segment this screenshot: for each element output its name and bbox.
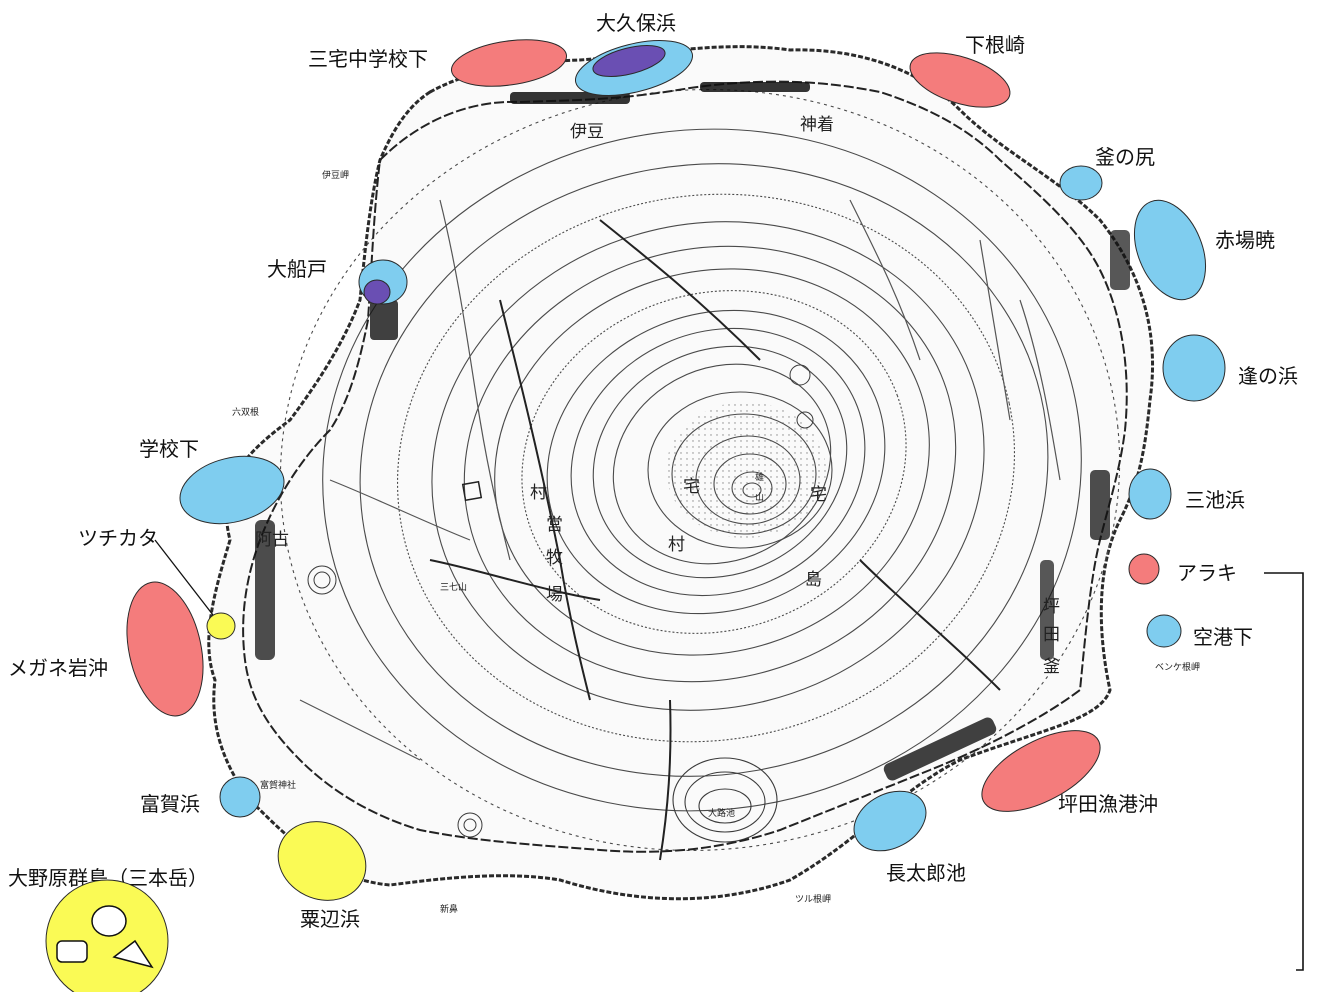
map-text: 島 [805, 570, 822, 590]
label-akabakkyo: 赤場暁 [1215, 228, 1275, 252]
label-megane: メガネ岩沖 [8, 656, 108, 680]
spot-labels: 大久保浜 三宅中学校下 下根崎 釜の尻 赤場暁 大船戸 逢の浜 学校下 三池浜 … [8, 11, 1298, 931]
spot-ainohama[interactable] [1162, 334, 1226, 402]
spot-gakkoshita[interactable] [173, 446, 291, 534]
spot-awabehama[interactable] [265, 808, 379, 915]
label-tsuchikata: ツチカタ [78, 526, 158, 550]
label-ofunato: 大船戸 [267, 257, 327, 281]
spot-akabakkyo[interactable] [1121, 190, 1219, 310]
map-text: 阿古 [255, 530, 289, 550]
label-araki: アラキ [1177, 561, 1237, 585]
label-kukoshita: 空港下 [1193, 625, 1253, 649]
map-text: 村 [530, 483, 547, 503]
spot-tsuchikata[interactable] [206, 612, 236, 640]
spot-markers [116, 33, 1226, 915]
map-text: ベンケ根岬 [1155, 661, 1200, 673]
spot-ofunato-core[interactable] [363, 279, 391, 305]
island-topography [207, 45, 1154, 901]
label-shimonezaki: 下根崎 [965, 33, 1025, 57]
label-chotaroike: 長太郎池 [886, 861, 966, 885]
map-text: 釜 [1043, 657, 1060, 677]
islet-triangle [112, 939, 154, 969]
map-text: 六双根 [232, 406, 259, 418]
map-text: 山 [755, 492, 764, 503]
spot-kukoshita[interactable] [1146, 614, 1182, 648]
map-text: 牧 [546, 548, 563, 568]
label-miikehama: 三池浜 [1185, 488, 1245, 512]
label-togahama: 富賀浜 [140, 792, 200, 816]
map-text: 雄 [755, 471, 764, 483]
spot-kamanoshiri[interactable] [1059, 165, 1103, 201]
spot-megane[interactable] [116, 575, 215, 723]
label-gakkoshita: 学校下 [139, 437, 199, 461]
map-text: 坪 [1043, 597, 1060, 617]
spot-miyake-jhs[interactable] [449, 33, 570, 93]
label-miyake-jhs: 三宅中学校下 [308, 47, 428, 71]
label-awabehama: 粟辺浜 [300, 907, 360, 931]
map-text: 新鼻 [440, 903, 458, 915]
map-text: 富賀神社 [260, 779, 296, 791]
spot-chotaroike[interactable] [844, 779, 936, 862]
spot-miikehama[interactable] [1128, 468, 1172, 520]
map-text: 場 [546, 585, 563, 605]
spot-araki[interactable] [1128, 553, 1160, 585]
map-place-names: 宅 雄 山 宅 村 島 村 営 牧 場 神着 坪 田 伊豆 阿古 大路池 ツル根… [232, 115, 1200, 915]
map-text: ツル根岬 [795, 893, 831, 905]
label-okubohama: 大久保浜 [596, 11, 676, 35]
spot-togahama[interactable] [219, 776, 261, 818]
map-text: 神着 [800, 115, 834, 135]
map-text: 三七山 [440, 582, 467, 593]
islet-square [56, 940, 88, 963]
spot-tsubota[interactable] [970, 714, 1113, 828]
label-ainohama: 逢の浜 [1238, 364, 1298, 388]
islet-circle [91, 905, 127, 937]
map-text: 宅 [810, 485, 827, 505]
map-text: 宅 [683, 477, 700, 497]
label-kamanoshiri: 釜の尻 [1095, 145, 1155, 169]
spot-okubohama-core[interactable] [590, 39, 668, 82]
leader-lines [154, 539, 1304, 971]
spot-shimonezaki[interactable] [903, 42, 1016, 118]
map-text: 伊豆 [570, 122, 604, 142]
map-text: 大路池 [708, 807, 735, 819]
map-text: 田 [1043, 625, 1060, 645]
map-text: 伊豆岬 [322, 169, 349, 181]
map-text: 村 [668, 535, 685, 555]
onohara-islands-inset[interactable] [45, 879, 169, 992]
label-tsubota: 坪田漁港沖 [1058, 792, 1158, 816]
map-text: 営 [546, 515, 563, 535]
